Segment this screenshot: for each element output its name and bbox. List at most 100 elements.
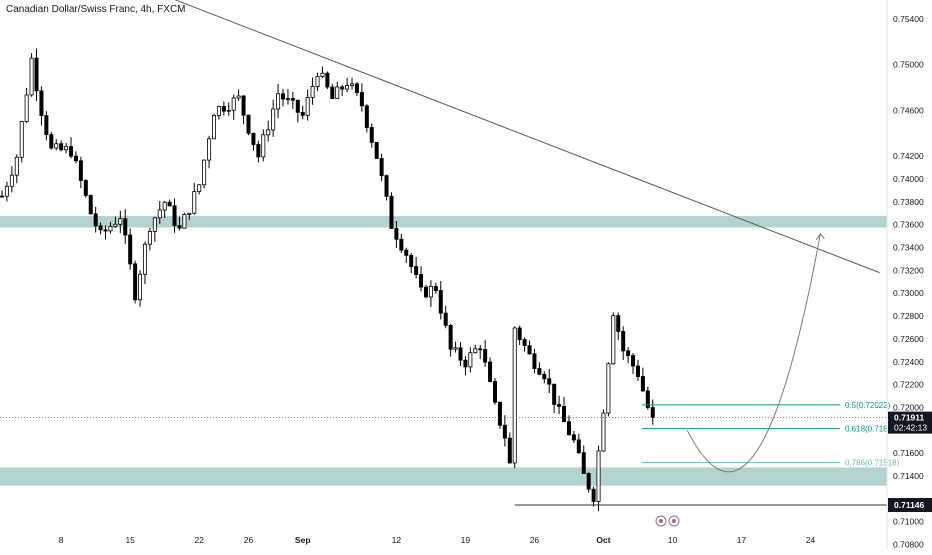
candle[interactable]	[369, 127, 374, 143]
candle[interactable]	[241, 95, 246, 116]
candle[interactable]	[172, 205, 177, 226]
candle[interactable]	[271, 108, 276, 131]
candle[interactable]	[34, 57, 39, 92]
candle[interactable]	[335, 86, 340, 99]
candle[interactable]	[54, 143, 59, 149]
candle[interactable]	[640, 376, 645, 392]
candle[interactable]	[300, 111, 305, 116]
candle[interactable]	[547, 378, 552, 385]
candle[interactable]	[581, 452, 586, 474]
candle[interactable]	[650, 407, 655, 419]
candle[interactable]	[49, 134, 54, 149]
candle[interactable]	[64, 146, 69, 151]
candle[interactable]	[448, 325, 453, 350]
candle[interactable]	[147, 231, 152, 245]
candle[interactable]	[93, 213, 98, 227]
candle[interactable]	[162, 201, 167, 211]
candle[interactable]	[236, 95, 241, 99]
candle[interactable]	[14, 156, 19, 176]
candle[interactable]	[152, 217, 157, 232]
candle[interactable]	[142, 243, 147, 275]
candle[interactable]	[216, 106, 221, 116]
candle[interactable]	[315, 76, 320, 87]
candle[interactable]	[78, 160, 83, 181]
candle[interactable]	[443, 312, 448, 326]
candle[interactable]	[364, 105, 369, 128]
candle[interactable]	[591, 488, 596, 502]
candle[interactable]	[379, 158, 384, 177]
candle[interactable]	[616, 315, 621, 332]
candle[interactable]	[59, 143, 64, 151]
candle[interactable]	[473, 348, 478, 354]
candle[interactable]	[354, 83, 359, 93]
candle[interactable]	[103, 229, 108, 232]
candle[interactable]	[512, 327, 517, 464]
candle[interactable]	[645, 390, 650, 408]
candle[interactable]	[601, 412, 606, 452]
candle[interactable]	[157, 209, 162, 219]
candle[interactable]	[29, 57, 34, 96]
candle[interactable]	[281, 93, 286, 100]
candle[interactable]	[202, 159, 207, 186]
candle[interactable]	[24, 94, 29, 122]
candle[interactable]	[631, 355, 636, 367]
candle[interactable]	[310, 86, 315, 98]
candle[interactable]	[4, 185, 9, 197]
candle[interactable]	[423, 286, 428, 298]
candle[interactable]	[98, 225, 103, 231]
candle[interactable]	[532, 353, 537, 370]
candle[interactable]	[113, 223, 118, 227]
candle[interactable]	[320, 72, 325, 77]
candle[interactable]	[295, 99, 300, 113]
candle[interactable]	[256, 144, 261, 158]
candle[interactable]	[330, 86, 335, 99]
candle[interactable]	[19, 121, 24, 158]
candle[interactable]	[557, 403, 562, 407]
candle[interactable]	[635, 365, 640, 377]
candle[interactable]	[88, 195, 93, 215]
candle[interactable]	[345, 85, 350, 90]
candle[interactable]	[226, 109, 231, 112]
candle[interactable]	[39, 90, 44, 116]
candle[interactable]	[359, 92, 364, 107]
candle[interactable]	[276, 93, 281, 110]
candle[interactable]	[108, 226, 113, 232]
candle[interactable]	[384, 175, 389, 197]
candle[interactable]	[611, 315, 616, 365]
candle[interactable]	[621, 331, 626, 352]
candle[interactable]	[453, 347, 458, 350]
candle[interactable]	[73, 155, 78, 162]
candle[interactable]	[207, 138, 212, 161]
candle[interactable]	[552, 383, 557, 405]
candle[interactable]	[133, 263, 138, 301]
candle[interactable]	[478, 348, 483, 351]
candle[interactable]	[9, 174, 14, 187]
candle[interactable]	[350, 83, 355, 86]
candle[interactable]	[562, 405, 567, 423]
candle[interactable]	[290, 98, 295, 101]
candle[interactable]	[128, 234, 133, 265]
candle[interactable]	[251, 132, 256, 145]
candle[interactable]	[123, 218, 128, 236]
candle[interactable]	[626, 350, 631, 356]
candle[interactable]	[507, 437, 512, 464]
candle[interactable]	[468, 352, 473, 368]
candle[interactable]	[394, 228, 399, 240]
candle[interactable]	[285, 98, 290, 100]
candle[interactable]	[606, 363, 611, 414]
candle[interactable]	[187, 212, 192, 215]
candle[interactable]	[340, 86, 345, 90]
candle[interactable]	[542, 373, 547, 380]
candle[interactable]	[83, 179, 88, 196]
candle[interactable]	[404, 249, 409, 256]
candle[interactable]	[463, 359, 468, 368]
candle[interactable]	[177, 225, 182, 229]
candle[interactable]	[192, 191, 197, 214]
candle[interactable]	[414, 266, 419, 275]
candle[interactable]	[399, 238, 404, 251]
candle[interactable]	[167, 201, 172, 207]
candle[interactable]	[211, 114, 216, 140]
candle[interactable]	[419, 274, 424, 288]
candle[interactable]	[69, 146, 74, 157]
